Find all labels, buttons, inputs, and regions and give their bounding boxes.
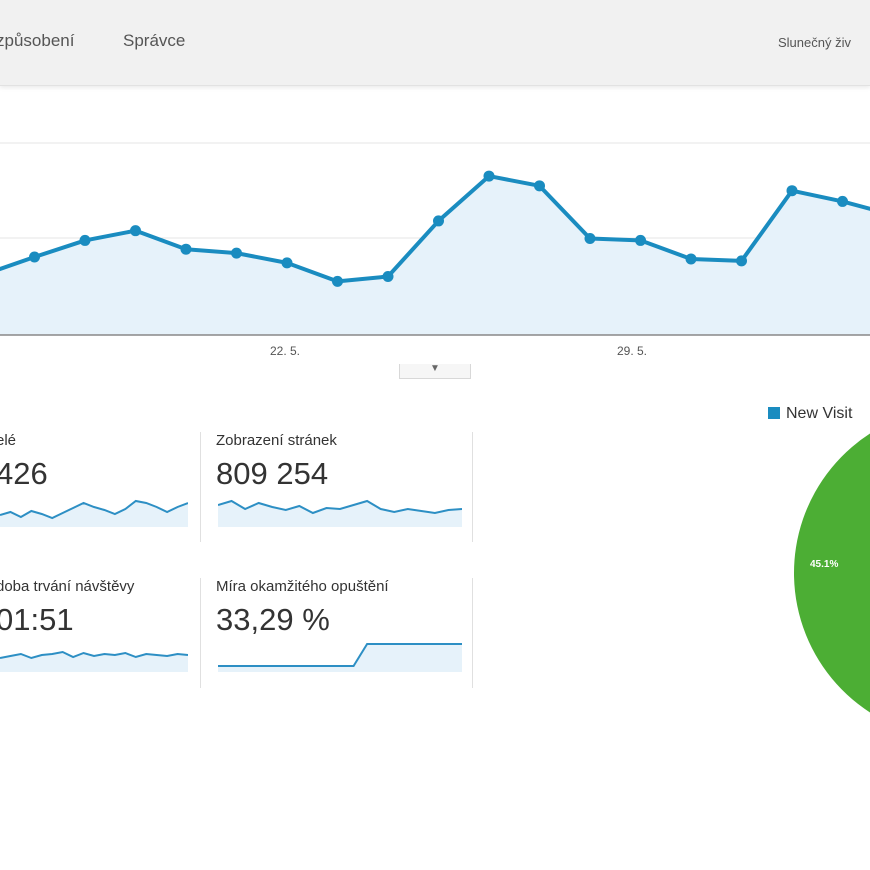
- chart-data-point[interactable]: [736, 255, 747, 267]
- metric-tile-avg-duration[interactable]: doba trvání návštěvy 01:51: [0, 578, 134, 638]
- chart-data-point[interactable]: [332, 275, 343, 287]
- legend-label: New Visit: [786, 405, 853, 422]
- chart-data-point[interactable]: [29, 251, 40, 263]
- chart-data-point[interactable]: [584, 232, 596, 244]
- chart-data-point[interactable]: [786, 185, 798, 197]
- chart-data-point[interactable]: [382, 271, 394, 282]
- legend-swatch: [768, 407, 780, 419]
- metric-value: 426: [0, 456, 48, 491]
- chart-data-point[interactable]: [180, 243, 192, 255]
- chart-area-fill: [0, 176, 870, 335]
- sparkline-line: [0, 650, 188, 660]
- metric-value: 01:51: [0, 602, 74, 637]
- chart-x-tick-label: 29. 5.: [617, 344, 647, 358]
- pie-slice-label: 45.1%: [810, 559, 839, 570]
- metric-value: 33,29 %: [216, 602, 330, 637]
- metric-tile-pageviews[interactable]: Zobrazení stránek 809 254: [216, 432, 337, 492]
- chart-data-point[interactable]: [433, 215, 444, 227]
- traffic-line-chart: 22. 5. 29. 5.: [0, 142, 870, 358]
- chart-x-tick-label: 22. 5.: [270, 344, 300, 358]
- chart-data-point[interactable]: [837, 195, 848, 207]
- metric-label: Míra okamžitého opuštění: [216, 578, 389, 595]
- metric-label: elé: [0, 432, 17, 449]
- sparkline-fill: [218, 501, 462, 527]
- chart-data-point[interactable]: [635, 234, 646, 246]
- tile-divider: [472, 432, 473, 542]
- chart-data-point[interactable]: [130, 225, 141, 237]
- pie-legend[interactable]: New Visit: [768, 405, 852, 423]
- metric-tile-bounce-rate[interactable]: Míra okamžitého opuštění 33,29 %: [216, 578, 389, 638]
- sparkline-fill: [218, 644, 462, 672]
- metric-label: Zobrazení stránek: [216, 432, 337, 449]
- caret-down-icon: ▼: [430, 363, 440, 374]
- chart-data-point[interactable]: [79, 234, 91, 246]
- nav-item-customization[interactable]: způsobení: [0, 31, 75, 50]
- top-navigation-bar: způsobení Správce Slunečný živ: [0, 0, 870, 86]
- chart-data-point[interactable]: [231, 247, 242, 259]
- metric-tile-visitors[interactable]: elé 426: [0, 432, 48, 492]
- sparkline-line: [218, 499, 462, 515]
- chart-data-point[interactable]: [483, 170, 495, 182]
- metric-sparkline: [218, 499, 462, 527]
- sparkline-line: [0, 499, 188, 520]
- tile-divider: [200, 578, 201, 688]
- pie-slice[interactable]: [794, 407, 870, 731]
- chart-collapse-toggle[interactable]: ▼: [399, 364, 471, 379]
- sparkline-fill: [0, 501, 188, 527]
- chart-data-point[interactable]: [281, 257, 293, 269]
- sparkline-line: [218, 643, 462, 667]
- metric-sparkline: [0, 650, 188, 672]
- sparkline-fill: [0, 652, 188, 672]
- metric-value: 809 254: [216, 456, 329, 491]
- account-name[interactable]: Slunečný živ: [778, 35, 851, 50]
- nav-item-admin[interactable]: Správce: [123, 31, 186, 50]
- chart-data-point[interactable]: [534, 180, 545, 192]
- tile-divider: [200, 432, 201, 542]
- metric-label: doba trvání návštěvy: [0, 578, 135, 595]
- chart-data-point[interactable]: [685, 253, 697, 265]
- tile-divider: [472, 578, 473, 688]
- metric-sparkline: [218, 643, 462, 672]
- metric-sparkline: [0, 499, 188, 527]
